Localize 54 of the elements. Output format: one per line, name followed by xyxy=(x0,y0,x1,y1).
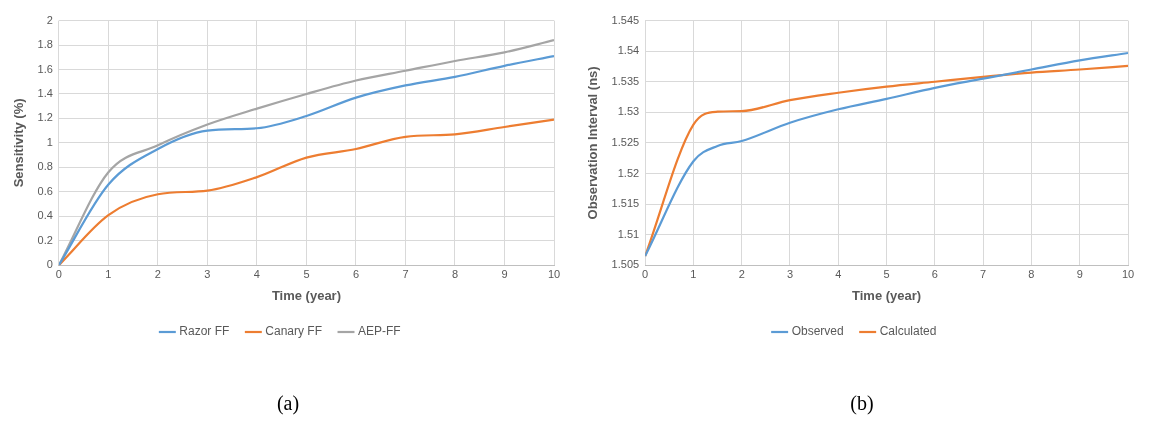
x-axis-title: Time (year) xyxy=(851,287,922,303)
x-tick-label: 0 xyxy=(55,267,62,280)
x-tick-label: 6 xyxy=(352,267,360,280)
y-tick-label: 0 xyxy=(46,258,53,271)
y-tick-label: 1.4 xyxy=(37,87,53,100)
x-tick-label: 5 xyxy=(883,267,890,280)
x-tick-label: 4 xyxy=(253,267,260,280)
x-tick-label: 1 xyxy=(690,267,697,280)
y-tick-label: 1.54 xyxy=(617,44,640,57)
legend-label: Observed xyxy=(791,324,844,339)
legend-label: Canary FF xyxy=(265,324,323,339)
y-tick-label: 0.4 xyxy=(37,209,53,222)
line-series xyxy=(58,118,554,266)
x-tick-label: 9 xyxy=(501,267,508,280)
y-tick-label: 1.51 xyxy=(617,227,640,240)
x-tick-label: 4 xyxy=(835,267,842,280)
x-tick-label: 6 xyxy=(931,267,938,280)
legend-label: AEP-FF xyxy=(358,324,401,339)
text: (a) xyxy=(275,392,301,415)
y-tick-label: 1.6 xyxy=(37,62,53,75)
y-tick-label: 1.2 xyxy=(37,111,53,124)
y-tick-label: 1.52 xyxy=(617,166,640,179)
x-tick-label: 8 xyxy=(1028,267,1035,280)
x-tick-label: 2 xyxy=(738,267,745,280)
x-tick-label: 5 xyxy=(303,267,310,280)
y-tick-label: 1.545 xyxy=(611,13,640,26)
x-tick-label: 1 xyxy=(105,267,112,280)
x-tick-label: 10 xyxy=(1121,267,1135,280)
y-tick-label: 1 xyxy=(46,135,53,148)
y-tick-label: 1.53 xyxy=(617,105,640,118)
y-axis-title: Sensitivity (%) xyxy=(11,98,27,188)
y-tick-label: 1.525 xyxy=(611,135,640,148)
legend-label: Razor FF xyxy=(179,324,230,339)
y-tick-label: 1.515 xyxy=(611,197,640,210)
legend-label: Calculated xyxy=(879,324,937,339)
x-tick-label: 0 xyxy=(642,267,649,280)
x-tick-label: 3 xyxy=(204,267,211,280)
x-tick-label: 9 xyxy=(1076,267,1083,280)
text: (b) xyxy=(849,392,875,415)
x-tick-label: 10 xyxy=(547,267,561,280)
y-tick-label: 2 xyxy=(46,13,53,26)
y-tick-label: 0.8 xyxy=(37,160,53,173)
x-tick-label: 2 xyxy=(154,267,161,280)
x-axis-title: Time (year) xyxy=(271,287,342,303)
y-tick-label: 1.535 xyxy=(611,74,640,87)
x-tick-label: 7 xyxy=(402,267,409,280)
x-tick-label: 3 xyxy=(786,267,794,280)
y-tick-label: 0.2 xyxy=(37,233,53,246)
y-axis-title: Observation Interval (ns) xyxy=(585,66,601,220)
x-tick-label: 8 xyxy=(451,267,459,280)
y-tick-label: 1.8 xyxy=(37,38,53,51)
y-tick-label: 1.505 xyxy=(611,258,640,271)
y-tick-label: 0.6 xyxy=(37,184,53,197)
x-tick-label: 7 xyxy=(980,267,987,280)
